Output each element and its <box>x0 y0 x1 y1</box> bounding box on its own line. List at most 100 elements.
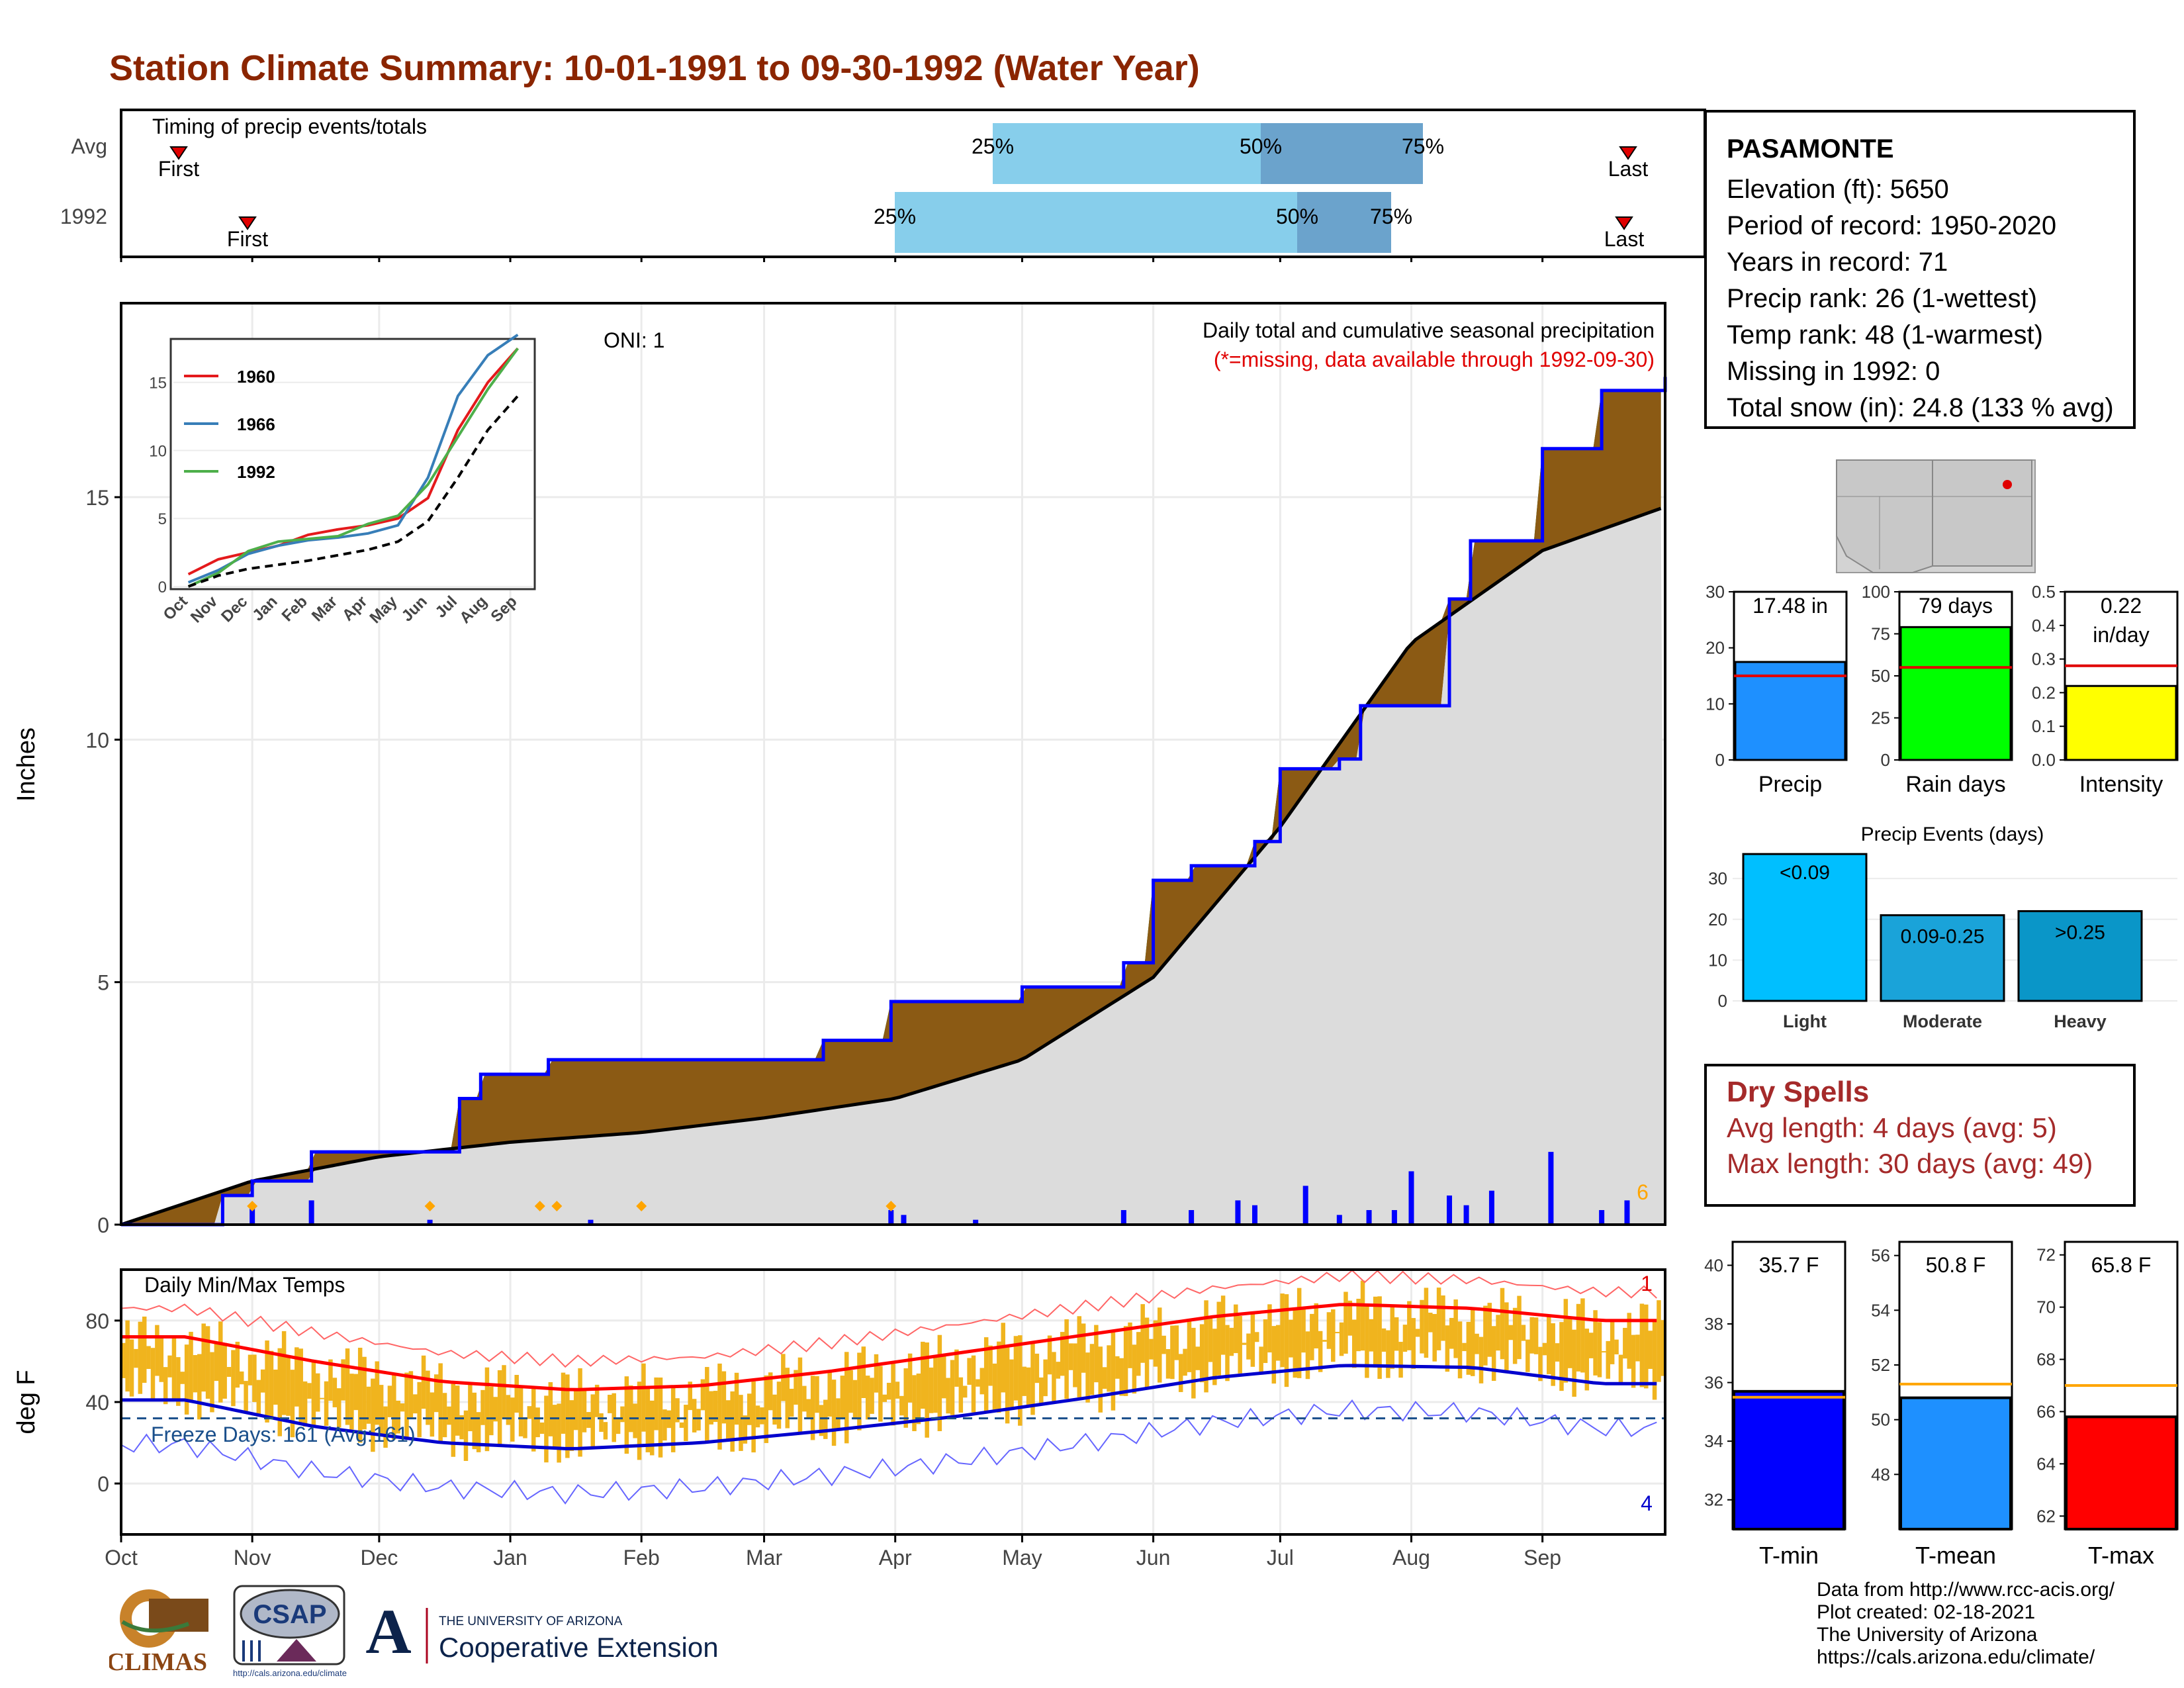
daily-temp-bar <box>692 1399 697 1432</box>
daily-temp-bar <box>1060 1332 1065 1376</box>
daily-temp-bar <box>861 1346 866 1398</box>
daily-temp-bar <box>1369 1319 1374 1352</box>
daily-temp-bar <box>1639 1303 1645 1387</box>
daily-temp-bar <box>565 1374 570 1458</box>
daily-temp-bar <box>286 1356 291 1416</box>
daily-precip-bar <box>250 1205 255 1225</box>
daily-temp-bar <box>794 1370 798 1405</box>
daily-temp-bar <box>637 1382 642 1460</box>
month-label: Aug <box>1392 1546 1430 1569</box>
daily-temp-bar <box>785 1368 790 1429</box>
month-label: Apr <box>879 1546 912 1569</box>
daily-temp-bar <box>205 1326 210 1399</box>
daily-temp-bar <box>438 1363 443 1442</box>
daily-temp-bar <box>1098 1346 1103 1413</box>
daily-temp-bar <box>615 1417 621 1434</box>
daily-temp-bar <box>472 1392 477 1450</box>
daily-temp-bar <box>222 1342 227 1399</box>
timing-1992-p50: 50% <box>1276 205 1318 228</box>
daily-temp-bar <box>311 1360 316 1425</box>
csap-url: http://cals.arizona.edu/climate <box>233 1668 347 1678</box>
daily-temp-bar <box>739 1395 743 1451</box>
daily-temp-bar <box>827 1371 832 1417</box>
daily-temp-bar <box>1356 1298 1361 1352</box>
tmax-label: T-max <box>2088 1542 2154 1569</box>
events-bar-label: >0.25 <box>2055 921 2105 943</box>
daily-temp-bar <box>1174 1325 1179 1360</box>
daily-temp-bar <box>1538 1346 1543 1382</box>
daily-precip-bar <box>1447 1196 1453 1225</box>
daily-temp-bar <box>493 1397 498 1422</box>
daily-temp-bar <box>797 1357 803 1435</box>
daily-temp-bar <box>256 1380 261 1417</box>
daily-temp-bar <box>578 1368 582 1457</box>
summary-tick-label: 0.4 <box>2032 616 2056 635</box>
daily-temp-bar <box>1259 1346 1263 1372</box>
daily-temp-bar <box>290 1370 295 1438</box>
daily-temp-bar <box>265 1340 269 1423</box>
daily-temp-bar <box>1187 1320 1192 1372</box>
climas-text: CLIMAS <box>109 1648 207 1676</box>
daily-temp-bar <box>1436 1288 1441 1350</box>
daily-temp-bar <box>535 1407 540 1438</box>
daily-temp-bar <box>214 1342 219 1382</box>
daily-temp-bar <box>747 1393 752 1425</box>
daily-temp-bar <box>1343 1291 1348 1354</box>
daily-temp-bar <box>324 1381 329 1426</box>
summary-tick-label: 0.0 <box>2032 750 2056 770</box>
summary-tick-label: 0 <box>1715 750 1725 770</box>
daily-temp-bar <box>138 1321 143 1394</box>
daily-temp-bar <box>189 1331 193 1401</box>
daily-temp-bar <box>561 1372 566 1434</box>
daily-temp-bar <box>1128 1322 1132 1368</box>
summary-tick-label: 0 <box>1881 750 1890 770</box>
daily-temp-bar <box>328 1359 333 1401</box>
daily-temp-bar <box>1496 1315 1500 1351</box>
daily-temp-bar <box>815 1376 819 1413</box>
rain-days-bar <box>1899 626 2012 761</box>
timing-avg-p25: 25% <box>972 134 1014 158</box>
daily-temp-bar <box>1331 1309 1336 1362</box>
daily-temp-bar <box>155 1325 159 1376</box>
daily-temp-bar <box>806 1399 811 1419</box>
summary-tick-label: 0.1 <box>2032 716 2056 736</box>
daily-temp-bar <box>1136 1332 1141 1376</box>
daily-temp-bar <box>895 1382 900 1399</box>
daily-temp-bar <box>345 1348 350 1425</box>
daily-temp-bar <box>476 1412 481 1452</box>
daily-temp-bar <box>992 1363 997 1411</box>
daily-temp-bar <box>1073 1343 1077 1387</box>
daily-temp-bar <box>523 1417 527 1438</box>
daily-temp-bar <box>962 1385 968 1398</box>
daily-temp-bar <box>433 1374 439 1413</box>
daily-temp-bar <box>1580 1298 1585 1373</box>
inset-xtick-label: May <box>367 592 402 628</box>
daily-temp-bar <box>497 1370 502 1448</box>
intensity-value-label: in/day <box>2093 623 2149 647</box>
month-label: Dec <box>360 1546 398 1569</box>
daily-temp-bar <box>193 1355 198 1393</box>
daily-temp-bar <box>1551 1323 1555 1386</box>
station-elevation: Elevation (ft): 5650 <box>1727 175 1949 204</box>
daily-temp-bar <box>1242 1342 1247 1345</box>
daily-temp-bar <box>1216 1301 1221 1376</box>
summary-tick-label: 75 <box>1871 624 1890 644</box>
summary-tick-label: 0.2 <box>2032 682 2056 702</box>
daily-temp-bar <box>1424 1288 1429 1358</box>
daily-temp-bar <box>1445 1325 1450 1372</box>
daily-temp-bar <box>332 1378 338 1407</box>
temp-summary-tick-label: 34 <box>1704 1431 1723 1451</box>
temp-summary-tick-label: 70 <box>2036 1297 2056 1317</box>
credit-source: Data from http://www.rcc-acis.org/ <box>1817 1579 2115 1601</box>
daily-temp-bar <box>1457 1321 1463 1379</box>
precip-ytick-label: 5 <box>97 971 109 995</box>
inset-xtick-label: Oct <box>159 592 191 624</box>
daily-temp-bar <box>810 1376 815 1440</box>
inset-ytick-label: 5 <box>158 510 167 528</box>
daily-temp-bar <box>557 1403 561 1463</box>
daily-temp-bar <box>1365 1305 1369 1378</box>
daily-temp-bar <box>463 1410 469 1461</box>
daily-precip-bar <box>1599 1210 1605 1225</box>
daily-temp-bar <box>353 1374 359 1411</box>
daily-precip-bar <box>1302 1186 1308 1225</box>
